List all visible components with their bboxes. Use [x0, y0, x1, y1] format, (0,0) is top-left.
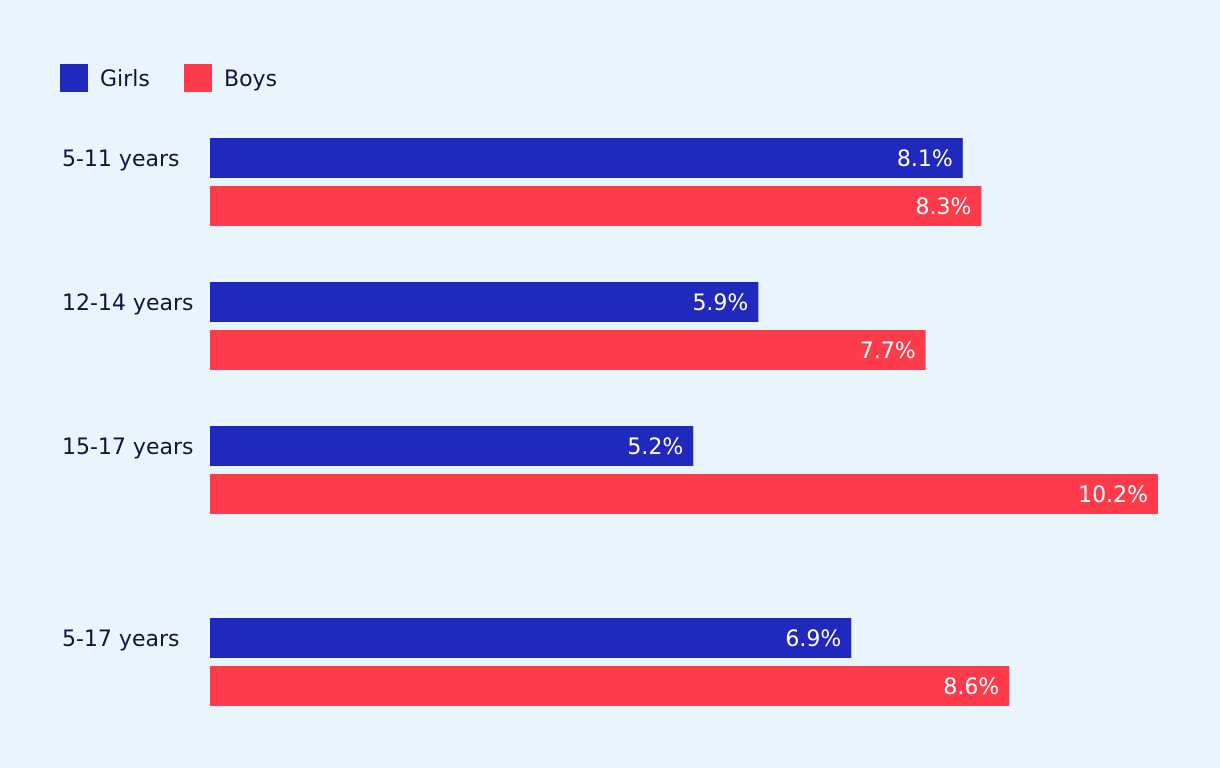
category-labels: 5-11 years 12-14 years 15-17 years 5-17 yea…	[62, 147, 193, 652]
legend-label-boys: Boys	[224, 67, 277, 92]
legend: Girls Boys	[60, 64, 277, 92]
bar-boys-12-14-years	[210, 330, 926, 370]
bar-value-label-boys-5-17-years: 8.6%	[943, 675, 999, 700]
category-label-15-17-years: 15-17 years	[62, 435, 193, 460]
bar-girls-5-17-years	[210, 618, 852, 658]
bar-value-label-girls-12-14-years: 5.9%	[692, 291, 748, 316]
bar-value-label-girls-5-17-years: 6.9%	[785, 627, 841, 652]
bar-value-label-boys-12-14-years: 7.7%	[860, 339, 916, 364]
bar-value-label-boys-15-17-years: 10.2%	[1078, 483, 1148, 508]
bars: 8.1% 8.3% 5.9% 7.7% 5.2% 10.2% 6.9% 8.6%	[210, 138, 1158, 706]
bar-girls-15-17-years	[210, 426, 694, 466]
bar-value-label-girls-5-11-years: 8.1%	[897, 147, 953, 172]
category-label-5-11-years: 5-11 years	[62, 147, 179, 172]
legend-swatch-girls	[60, 64, 88, 92]
bar-boys-5-11-years	[210, 186, 982, 226]
bar-girls-12-14-years	[210, 282, 759, 322]
category-label-12-14-years: 12-14 years	[62, 291, 193, 316]
legend-swatch-boys	[184, 64, 212, 92]
bar-girls-5-11-years	[210, 138, 963, 178]
bar-boys-5-17-years	[210, 666, 1010, 706]
bar-value-label-boys-5-11-years: 8.3%	[916, 195, 972, 220]
category-label-5-17-years: 5-17 years	[62, 627, 179, 652]
bar-boys-15-17-years	[210, 474, 1158, 514]
bar-value-label-girls-15-17-years: 5.2%	[627, 435, 683, 460]
legend-label-girls: Girls	[100, 67, 150, 92]
